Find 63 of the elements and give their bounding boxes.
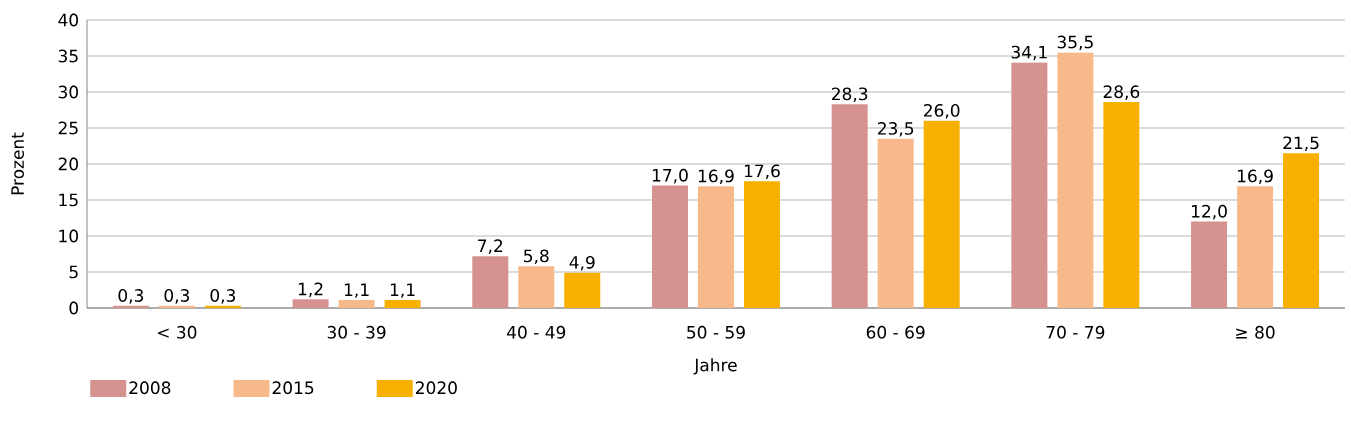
data-label: 1,1 (390, 283, 415, 298)
bar (292, 299, 329, 308)
data-label: 16,9 (698, 169, 734, 185)
data-label: 23,5 (877, 122, 914, 137)
data-label: 0,3 (210, 289, 236, 304)
data-label: 28,6 (1103, 85, 1140, 100)
x-tick-label: 70 - 79 (1046, 325, 1105, 339)
bar (697, 186, 734, 308)
data-label: 0,3 (164, 289, 190, 304)
data-label: 21,5 (1283, 136, 1319, 151)
data-label: 7,2 (478, 239, 503, 254)
data-label: 4,9 (569, 255, 595, 271)
bar (1283, 153, 1320, 308)
y-tick-label: 25 (58, 121, 78, 135)
bar (651, 185, 688, 308)
bar (1237, 186, 1274, 308)
data-label: 1,1 (344, 283, 369, 298)
x-axis-title: Jahre (693, 358, 737, 375)
y-tick-label: 20 (58, 157, 79, 171)
bar (518, 266, 555, 308)
x-tick-label: 60 - 69 (866, 325, 925, 339)
data-label: 28,3 (831, 87, 868, 103)
data-label: 26,0 (923, 104, 960, 119)
legend-label: 2015 (272, 381, 314, 395)
y-tick-label: 0 (69, 301, 79, 315)
bar (831, 104, 868, 308)
bar (1103, 102, 1140, 308)
bar (743, 181, 780, 308)
legend-label: 2008 (129, 381, 171, 395)
data-label: 16,9 (1238, 169, 1273, 185)
bar (877, 138, 914, 308)
bar (1057, 52, 1094, 308)
data-label: 17,6 (744, 164, 780, 180)
bar (923, 120, 960, 308)
bar (204, 305, 241, 308)
data-label: 12,0 (1192, 204, 1227, 220)
data-label: 0,3 (118, 289, 144, 304)
bar (384, 300, 421, 308)
data-label: 34,1 (1011, 45, 1047, 61)
bar (1191, 221, 1228, 308)
bar (112, 305, 149, 308)
y-tick-label: 15 (59, 193, 78, 207)
data-label: 35,5 (1057, 35, 1093, 51)
bar (338, 300, 375, 308)
y-tick-label: 35 (58, 49, 78, 63)
bar (472, 256, 509, 308)
data-label: 5,8 (524, 249, 549, 265)
x-tick-label: ≥ 80 (1236, 325, 1275, 339)
data-label: 1,2 (298, 282, 323, 298)
y-tick-label: 10 (59, 229, 79, 243)
bar (158, 305, 195, 308)
x-tick-label: 30 - 39 (327, 325, 386, 339)
x-tick-label: < 30 (158, 325, 197, 339)
x-tick-label: 50 - 59 (687, 325, 745, 339)
y-axis-title: Prozent (11, 132, 24, 195)
bar (564, 272, 601, 308)
x-tick-label: 40 - 49 (507, 325, 566, 339)
y-tick-label: 40 (58, 13, 79, 27)
y-tick-label: 5 (69, 265, 78, 279)
legend-label: 2020 (415, 381, 457, 395)
bar (1011, 62, 1048, 308)
data-label: 17,0 (652, 168, 688, 184)
y-tick-label: 30 (58, 85, 79, 99)
